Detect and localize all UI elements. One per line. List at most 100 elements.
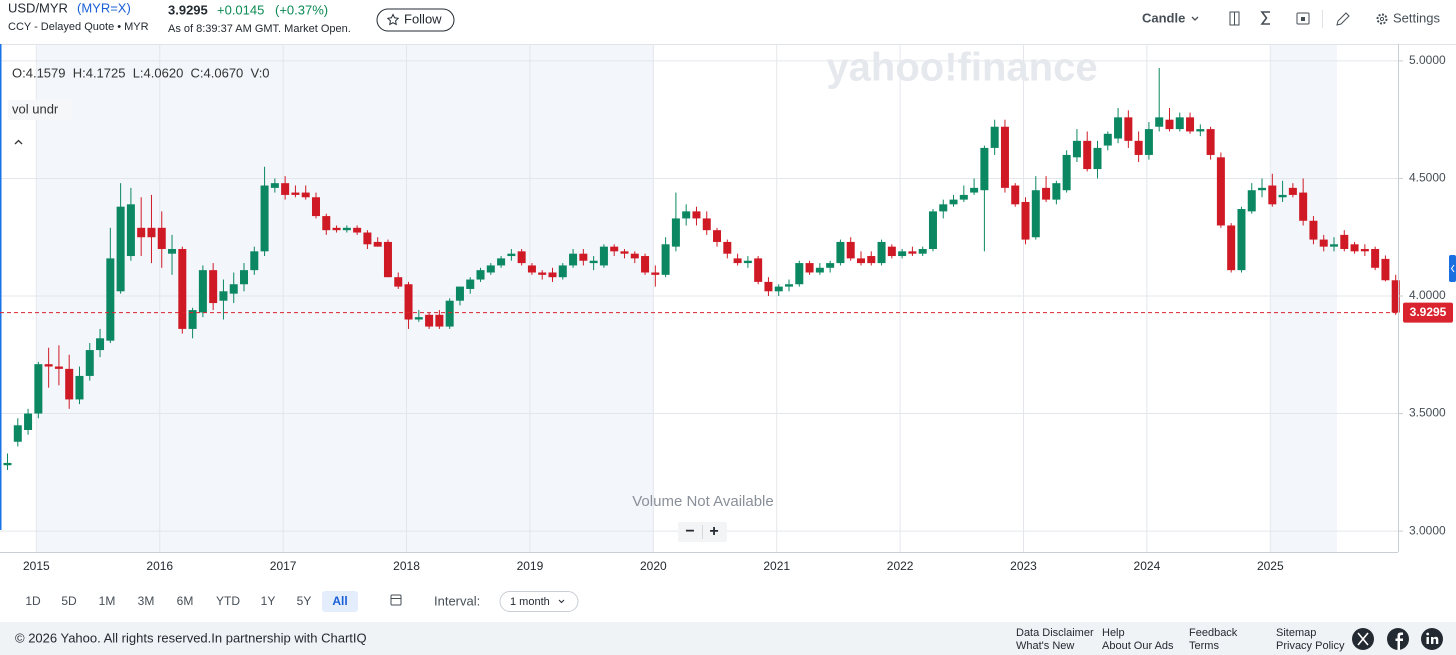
footer-link[interactable]: Terms xyxy=(1189,640,1219,652)
candle-body xyxy=(599,246,608,266)
study-label[interactable]: vol undr xyxy=(12,101,59,116)
study-label-bg xyxy=(8,100,72,120)
candle-body xyxy=(1206,129,1215,155)
range-button[interactable]: 1M xyxy=(99,594,116,608)
candle-body xyxy=(1000,126,1009,188)
candle-body xyxy=(877,241,886,264)
social-links xyxy=(1352,628,1443,650)
candle-body xyxy=(373,241,382,247)
candle-body xyxy=(846,241,855,259)
candle-body xyxy=(1196,129,1205,132)
candle-body xyxy=(476,270,485,280)
candle-body xyxy=(970,187,979,193)
candle-body xyxy=(743,260,752,264)
candle-body xyxy=(404,284,413,320)
candle-body xyxy=(836,241,845,264)
side-tab[interactable] xyxy=(1449,255,1456,282)
candle-body xyxy=(281,183,290,195)
candle-body xyxy=(322,216,331,231)
candle-body xyxy=(990,126,999,148)
events-icon[interactable] xyxy=(1296,12,1310,25)
candle-body xyxy=(1083,140,1092,170)
range-button[interactable]: All xyxy=(332,594,347,608)
chart-type-menu[interactable]: Candle xyxy=(1142,10,1199,25)
range-button[interactable]: 1D xyxy=(25,594,41,608)
candle-body xyxy=(1103,133,1112,146)
range-button[interactable]: 3M xyxy=(138,594,155,608)
footer-link[interactable]: Sitemap xyxy=(1276,627,1316,639)
range-button[interactable]: 5Y xyxy=(297,594,312,608)
zoom-in[interactable]: + xyxy=(709,523,718,540)
candle-body xyxy=(589,260,598,264)
toolbar-icons xyxy=(1229,10,1350,28)
candle-body xyxy=(291,192,300,195)
candle-body xyxy=(1124,117,1133,141)
candle-body xyxy=(887,246,896,257)
candle-body xyxy=(435,314,444,327)
candle-body xyxy=(630,253,639,259)
candle-body xyxy=(1360,248,1369,252)
candle-body xyxy=(949,199,958,205)
candle-body xyxy=(1288,187,1297,195)
range-button[interactable]: 5D xyxy=(61,594,77,608)
star-icon xyxy=(386,13,400,26)
candle-body xyxy=(1330,244,1339,247)
footer-link[interactable]: Help xyxy=(1102,627,1125,639)
candle-body xyxy=(311,197,320,217)
candle-body xyxy=(1268,185,1277,205)
as-of: As of 8:39:37 AM GMT. Market Open. xyxy=(168,23,351,35)
footer-link[interactable]: Privacy Policy xyxy=(1276,640,1345,652)
footer-link[interactable]: Data Disclaimer xyxy=(1016,627,1094,639)
draw-icon[interactable] xyxy=(1336,12,1350,26)
candle-body xyxy=(425,314,434,327)
candle-body xyxy=(497,258,506,266)
candle-body xyxy=(764,281,773,292)
x-tick-label: 2024 xyxy=(1134,559,1161,573)
candle-body xyxy=(661,244,670,275)
range-button[interactable]: 6M xyxy=(177,594,194,608)
price-change-percent: (+0.37%) xyxy=(275,2,328,17)
range-button[interactable]: 1Y xyxy=(261,594,276,608)
footer-link[interactable]: Feedback xyxy=(1189,627,1238,639)
candle-body xyxy=(1186,117,1195,132)
x-tick-label: 2017 xyxy=(270,559,297,573)
range-buttons: 1D 5D 1M 3M 6M YTD 1Y 5Y All xyxy=(25,591,358,612)
indicators-icon[interactable] xyxy=(1260,11,1270,25)
candle-body xyxy=(1309,220,1318,240)
settings-button[interactable]: Settings xyxy=(1376,10,1441,25)
collapse-chevron[interactable] xyxy=(14,139,23,145)
candle-body xyxy=(733,258,742,264)
follow-button[interactable]: Follow xyxy=(376,8,455,32)
footer-link[interactable]: About Our Ads xyxy=(1102,640,1174,652)
candle-body xyxy=(1371,248,1380,268)
candle-body xyxy=(209,270,218,304)
y-tick-label: 5.0000 xyxy=(1409,53,1446,67)
candle-body xyxy=(126,204,135,257)
footer-link[interactable]: What's New xyxy=(1016,640,1074,652)
candle-body xyxy=(620,251,629,254)
candle-body xyxy=(116,206,125,292)
candle-body xyxy=(1165,119,1174,130)
candles xyxy=(3,67,1400,470)
candle-body xyxy=(1114,117,1123,139)
candle-body xyxy=(1134,140,1143,155)
ticker-link[interactable]: (MYR=X) xyxy=(77,0,131,15)
candle-body xyxy=(1062,154,1071,191)
candle-body xyxy=(610,246,619,252)
candle-body xyxy=(1031,190,1040,238)
y-tick-label: 4.0000 xyxy=(1409,288,1446,302)
candle-body xyxy=(260,185,269,252)
range-button[interactable]: YTD xyxy=(216,594,240,608)
candle-body xyxy=(13,425,22,442)
last-price-tag xyxy=(1403,302,1453,323)
candle-body xyxy=(682,211,691,219)
candle-body xyxy=(815,267,824,273)
zoom-out[interactable]: − xyxy=(685,523,694,540)
calendar-icon[interactable] xyxy=(390,594,402,606)
candle-body xyxy=(1247,190,1256,212)
candle-body xyxy=(856,258,865,264)
candle-body xyxy=(229,284,238,294)
interval-select[interactable]: 1 month xyxy=(499,591,579,612)
